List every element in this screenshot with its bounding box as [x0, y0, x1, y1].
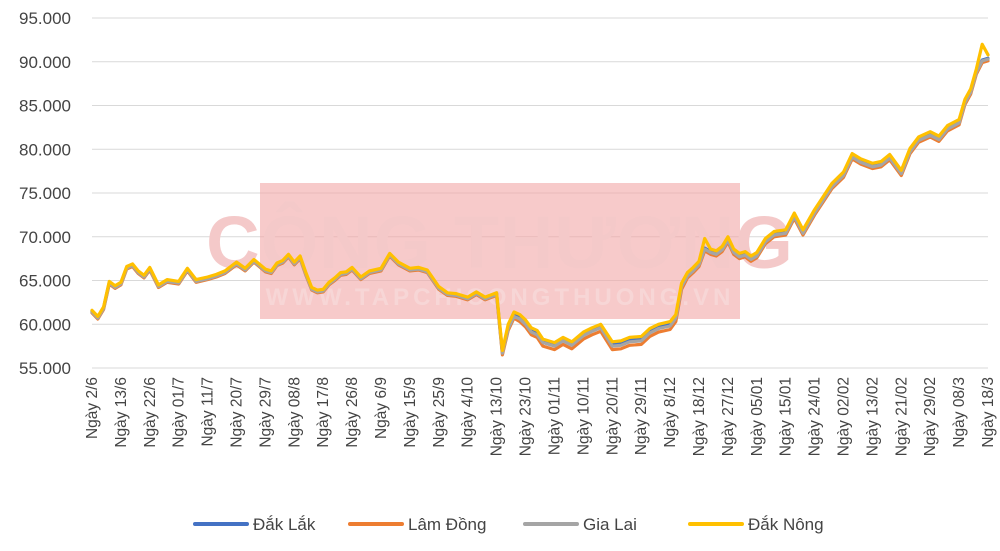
y-tick-label: 65.000 [19, 272, 71, 291]
x-tick-label: Ngày 10/11 [575, 377, 592, 455]
x-tick-label: Ngày 20/7 [229, 377, 246, 448]
y-tick-label: 80.000 [19, 140, 71, 159]
x-tick-label: Ngày 24/01 [807, 377, 824, 456]
x-tick-label: Ngày 15/9 [402, 377, 419, 448]
x-tick-label: Ngày 01/11 [546, 377, 563, 455]
x-tick-label: Ngày 18/12 [691, 377, 708, 456]
x-tick-label: Ngày 02/02 [835, 377, 852, 456]
x-tick-label: Ngày 15/01 [778, 377, 795, 456]
x-tick-label: Ngày 08/3 [951, 377, 968, 448]
series-line-dak-nong [90, 42, 990, 353]
y-tick-label: 85.000 [19, 97, 71, 116]
x-tick-label: Ngày 13/10 [489, 377, 506, 457]
x-tick-label: Ngày 23/10 [518, 377, 535, 457]
x-tick-label: Ngày 01/7 [171, 377, 188, 448]
x-tick-label: Ngày 29/11 [633, 377, 650, 455]
x-tick-label: Ngày 4/10 [460, 377, 477, 448]
x-tick-label: Ngày 13/6 [113, 377, 130, 448]
x-tick-label: Ngày 11/7 [200, 377, 217, 447]
legend-label: Gia Lai [583, 515, 637, 534]
legend-label: Lâm Đồng [408, 515, 486, 534]
y-tick-label: 90.000 [19, 53, 71, 72]
series-lines [90, 42, 990, 357]
x-tick-label: Ngày 26/8 [344, 377, 361, 448]
x-tick-label: Ngày 2/6 [84, 377, 101, 439]
x-tick-label: Ngày 8/12 [662, 377, 679, 448]
x-tick-label: Ngày 20/11 [604, 377, 621, 455]
y-axis-ticks: 55.000 60.000 65.000 70.000 75.000 80.000 85.0… [19, 9, 71, 378]
x-tick-label: Ngày 29/7 [257, 377, 274, 448]
legend-label: Đắk Nông [748, 515, 824, 534]
watermark-box [260, 183, 740, 319]
x-tick-label: Ngày 08/8 [286, 377, 303, 448]
watermark-url: WWW.TAPCHICONGTHUONG.VN [266, 284, 735, 311]
x-tick-label: Ngày 27/12 [720, 377, 737, 456]
x-axis-ticks: Ngày 2/6 Ngày 13/6 Ngày 22/6 Ngày 01/7 Ngày … [84, 377, 997, 457]
legend: Đắk Lắk Lâm Đồng Gia Lai Đắk Nông [193, 515, 824, 534]
x-tick-label: Ngày 29/02 [922, 377, 939, 456]
x-tick-label: Ngày 21/02 [893, 377, 910, 456]
legend-label: Đắk Lắk [253, 515, 316, 534]
y-tick-label: 55.000 [19, 359, 71, 378]
x-tick-label: Ngày 25/9 [431, 377, 448, 448]
x-tick-label: Ngày 13/02 [864, 377, 881, 456]
x-tick-label: Ngày 18/3 [980, 377, 997, 448]
y-tick-label: 95.000 [19, 9, 71, 28]
x-tick-label: Ngày 05/01 [749, 377, 766, 456]
x-tick-label: Ngày 22/6 [142, 377, 159, 448]
y-tick-label: 75.000 [19, 184, 71, 203]
y-tick-label: 70.000 [19, 228, 71, 247]
y-tick-label: 60.000 [19, 315, 71, 334]
x-tick-label: Ngày 6/9 [373, 377, 390, 439]
x-tick-label: Ngày 17/8 [315, 377, 332, 448]
